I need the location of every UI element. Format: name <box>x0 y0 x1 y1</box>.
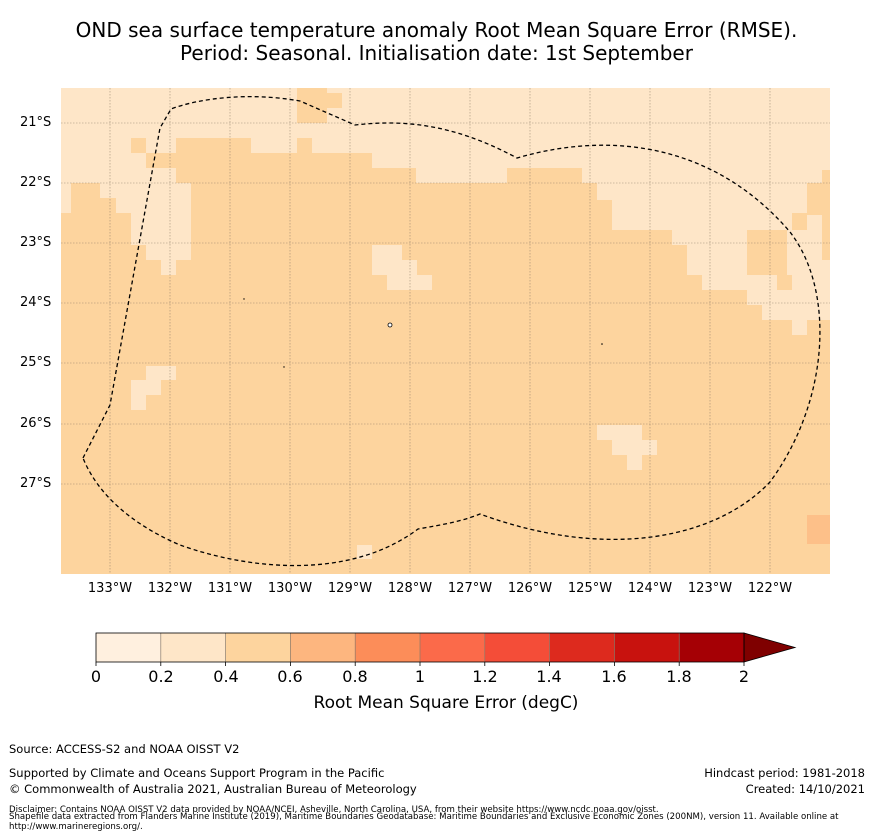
colorbar-segment <box>160 633 226 662</box>
lon-label: 127°W <box>447 581 493 596</box>
colorbar-tick-label: 0.6 <box>277 667 303 686</box>
lon-label: 133°W <box>87 581 133 596</box>
rmse-mid-south-east-patch <box>807 515 830 544</box>
island-oeno <box>243 298 245 300</box>
lat-label: 24°S <box>20 295 52 310</box>
colorbar-tick-label: 0.8 <box>342 667 368 686</box>
colorbar-tick-label: 1.2 <box>472 667 498 686</box>
lon-label: 125°W <box>567 581 613 596</box>
lon-label: 128°W <box>387 581 433 596</box>
colorbar-tick-label: 1 <box>414 667 426 686</box>
rmse-low-west-patch <box>116 198 191 275</box>
island-ducie <box>601 343 603 345</box>
colorbar-tick-label: 1.4 <box>536 667 562 686</box>
colorbar-segment <box>679 633 745 662</box>
colorbar-label: Root Mean Square Error (degC) <box>313 693 579 713</box>
rmse-low-east-cell-b <box>777 275 792 290</box>
lat-label: 23°S <box>20 235 52 250</box>
lon-label: 124°W <box>627 581 673 596</box>
colorbar-segment <box>290 633 356 662</box>
map-title-line-2: Period: Seasonal. Initialisation date: 1… <box>180 41 693 65</box>
created-date: Created: 14/10/2021 <box>745 782 865 796</box>
rmse-low-north-band <box>61 88 830 335</box>
lon-label: 131°W <box>207 581 253 596</box>
lat-label: 21°S <box>20 115 52 130</box>
colorbar-tick-label: 1.8 <box>666 667 692 686</box>
colorbar-tick-label: 0 <box>90 667 102 686</box>
lon-label: 123°W <box>687 581 733 596</box>
colorbar-tick-label: 2 <box>738 667 750 686</box>
lat-label: 27°S <box>20 476 52 491</box>
rmse-low-south-west-patch <box>131 366 176 410</box>
colorbar <box>95 632 797 666</box>
rmse-low-central-patch <box>372 245 432 290</box>
colorbar-segment <box>355 633 421 662</box>
colorbar-segment <box>549 633 615 662</box>
colorbar-tick-label: 0.2 <box>148 667 174 686</box>
lon-label: 122°W <box>747 581 793 596</box>
colorbar-tick-label: 1.6 <box>601 667 627 686</box>
lat-label: 26°S <box>20 416 52 431</box>
support-text: Supported by Climate and Oceans Support … <box>9 766 385 780</box>
island-henderson <box>387 322 393 328</box>
disclaimer-line-2: Shapefile data extracted from Flanders M… <box>9 812 839 832</box>
disclaimer-line-1: Disclaimer: Contains NOAA OISST V2 data … <box>9 805 659 815</box>
lat-label: 22°S <box>20 175 52 190</box>
colorbar-tick-label: 0.4 <box>213 667 239 686</box>
rmse-low-east-cell <box>747 230 787 275</box>
eez-boundary <box>82 95 821 567</box>
rmse-mid-north-patch <box>297 88 342 123</box>
map-title-line-1: OND sea surface temperature anomaly Root… <box>75 18 798 42</box>
rmse-low-regions <box>61 88 830 559</box>
lat-label: 25°S <box>20 355 52 370</box>
lon-label: 129°W <box>327 581 373 596</box>
hindcast-period: Hindcast period: 1981-2018 <box>704 766 865 780</box>
lon-label: 132°W <box>147 581 193 596</box>
rmse-low-south-east-patch <box>597 425 657 470</box>
island-pitcairn <box>283 366 285 368</box>
copyright-text: © Commonwealth of Australia 2021, Austra… <box>9 782 417 796</box>
colorbar-segment <box>225 633 291 662</box>
colorbar-segment <box>420 633 486 662</box>
rmse-low-south-cell <box>357 545 372 559</box>
lon-label: 126°W <box>507 581 553 596</box>
colorbar-segment <box>614 633 680 662</box>
colorbar-segment <box>484 633 550 662</box>
lon-label: 130°W <box>267 581 313 596</box>
colorbar-segment <box>96 633 162 662</box>
colorbar-extend-arrow <box>743 632 797 663</box>
source-text: Source: ACCESS-S2 and NOAA OISST V2 <box>9 742 240 756</box>
graticule <box>61 88 830 574</box>
